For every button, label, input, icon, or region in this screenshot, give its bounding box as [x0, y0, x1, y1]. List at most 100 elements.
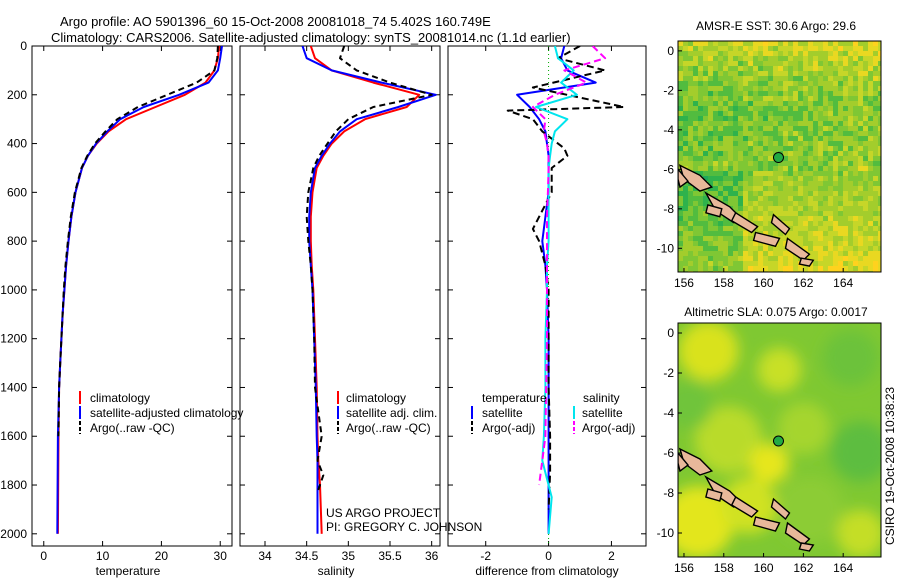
sst-cell	[793, 156, 798, 161]
sst-cell	[843, 61, 848, 66]
sst-cell	[743, 146, 748, 151]
sst-cell	[783, 86, 788, 91]
figure-title-line1: Argo profile: AO 5901396_60 15-Oct-2008 …	[60, 14, 491, 29]
sst-cell	[868, 71, 873, 76]
sst-cell	[858, 236, 863, 241]
sst-cell	[823, 146, 828, 151]
sst-cell	[868, 226, 873, 231]
sst-cell	[748, 121, 753, 126]
sst-cell	[833, 71, 838, 76]
sst-cell	[723, 146, 728, 151]
sst-cell	[788, 146, 793, 151]
sst-cell	[678, 56, 683, 61]
sst-cell	[728, 256, 733, 261]
sst-cell	[808, 131, 813, 136]
sst-cell	[873, 166, 878, 171]
sst-cell	[708, 121, 713, 126]
sst-cell	[758, 136, 763, 141]
sst-cell	[828, 166, 833, 171]
sst-cell	[798, 141, 803, 146]
sst-cell	[683, 131, 688, 136]
sst-cell	[778, 146, 783, 151]
sst-cell	[753, 41, 758, 46]
sst-cell	[698, 261, 703, 266]
sst-cell	[878, 226, 881, 231]
sst-cell	[688, 116, 693, 121]
sst-cell	[713, 251, 718, 256]
sst-cell	[693, 231, 698, 236]
sst-cell	[778, 141, 783, 146]
sst-cell	[713, 141, 718, 146]
sst-cell	[788, 261, 793, 266]
x-tick-label: 2	[608, 549, 615, 563]
sst-cell	[833, 201, 838, 206]
sst-cell	[828, 196, 833, 201]
sst-cell	[683, 71, 688, 76]
sst-cell	[688, 226, 693, 231]
sst-cell	[723, 91, 728, 96]
sst-cell	[848, 121, 853, 126]
map-y-tick-label: -8	[663, 202, 674, 216]
sst-cell	[833, 151, 838, 156]
sst-cell	[703, 261, 708, 266]
sst-cell	[793, 141, 798, 146]
sst-cell	[878, 61, 881, 66]
sst-cell	[728, 41, 733, 46]
sst-cell	[833, 66, 838, 71]
sst-cell	[693, 196, 698, 201]
sst-cell	[848, 196, 853, 201]
sst-cell	[723, 126, 728, 131]
sst-cell	[778, 106, 783, 111]
sst-cell	[768, 101, 773, 106]
sst-cell	[763, 131, 768, 136]
sst-cell	[873, 146, 878, 151]
sst-cell	[868, 186, 873, 191]
sst-cell	[848, 191, 853, 196]
sst-cell	[773, 61, 778, 66]
sst-cell	[773, 166, 778, 171]
sst-cell	[773, 206, 778, 211]
sst-cell	[813, 191, 818, 196]
credit-project: US ARGO PROJECT	[326, 506, 441, 520]
sst-cell	[833, 206, 838, 211]
sst-cell	[688, 41, 693, 46]
sst-cell	[788, 191, 793, 196]
sst-cell	[778, 166, 783, 171]
sst-cell	[693, 106, 698, 111]
sst-cell	[793, 181, 798, 186]
sst-cell	[768, 151, 773, 156]
sst-cell	[833, 166, 838, 171]
sst-cell	[783, 111, 788, 116]
sst-cell	[768, 76, 773, 81]
sst-cell	[818, 201, 823, 206]
sst-cell	[718, 156, 723, 161]
sst-cell	[743, 191, 748, 196]
sst-cell	[728, 136, 733, 141]
sst-cell	[683, 61, 688, 66]
sst-cell	[713, 191, 718, 196]
sst-cell	[833, 46, 838, 51]
sst-cell	[728, 226, 733, 231]
sst-cell	[818, 86, 823, 91]
sst-cell	[678, 96, 683, 101]
sst-cell	[728, 76, 733, 81]
sst-cell	[713, 151, 718, 156]
sst-cell	[778, 136, 783, 141]
sst-cell	[748, 116, 753, 121]
sst-cell	[753, 46, 758, 51]
sst-cell	[843, 106, 848, 111]
sst-cell	[848, 76, 853, 81]
sst-cell	[858, 61, 863, 66]
sst-cell	[698, 136, 703, 141]
sst-cell	[808, 76, 813, 81]
sst-cell	[778, 111, 783, 116]
sst-cell	[793, 46, 798, 51]
sst-cell	[793, 61, 798, 66]
sst-cell	[748, 51, 753, 56]
sst-cell	[848, 106, 853, 111]
sst-cell	[788, 96, 793, 101]
sst-cell	[868, 206, 873, 211]
sst-cell	[843, 231, 848, 236]
map-y-tick-label: 0	[667, 44, 674, 58]
sst-cell	[698, 246, 703, 251]
